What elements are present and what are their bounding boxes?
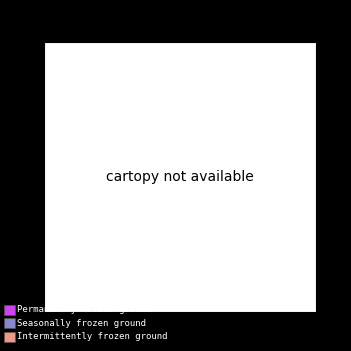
Text: cartopy not available: cartopy not available <box>106 170 254 184</box>
Text: Intermittently frozen ground: Intermittently frozen ground <box>17 332 167 341</box>
Text: Permanently frozen ground: Permanently frozen ground <box>17 305 151 314</box>
Text: Seasonally frozen ground: Seasonally frozen ground <box>17 319 146 328</box>
